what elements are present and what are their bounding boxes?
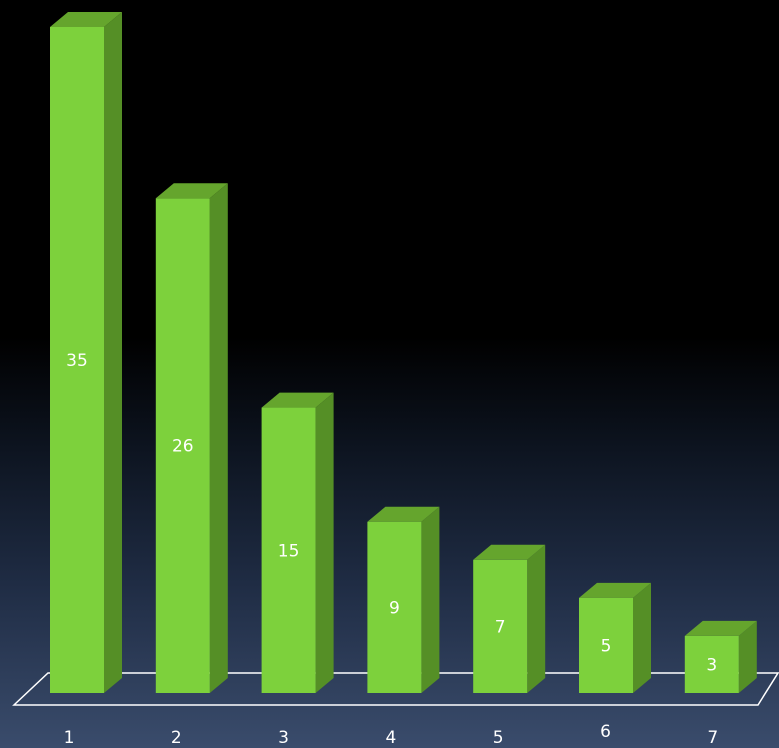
data-label-4: 9 — [389, 598, 400, 618]
bar-front-face — [473, 559, 528, 693]
data-label-6: 5 — [601, 636, 612, 656]
bar-4 — [367, 506, 440, 693]
bar-front-face — [50, 27, 104, 693]
bar-top-face — [473, 544, 546, 560]
bar-7 — [684, 620, 757, 693]
data-label-2: 26 — [172, 437, 194, 457]
bar-side-face — [527, 544, 546, 693]
bar-top-face — [367, 506, 440, 522]
bars-group — [50, 12, 757, 693]
bar-front-face — [155, 198, 210, 693]
bar-side-face — [315, 392, 334, 693]
category-label-1: 1 — [64, 728, 75, 748]
category-label-5: 5 — [493, 728, 504, 748]
category-label-7: 7 — [707, 728, 718, 748]
bar-front-face — [684, 635, 739, 693]
bar-2 — [155, 183, 228, 693]
value-labels-group: 35 26 15 9 7 5 3 — [66, 351, 717, 675]
bar-3 — [261, 392, 334, 693]
chart-floor — [12, 672, 779, 706]
bar-top-face — [155, 183, 228, 199]
bar-side-face — [104, 12, 122, 693]
bar-side-face — [738, 620, 757, 693]
category-label-4: 4 — [385, 728, 396, 748]
bar-side-face — [209, 183, 228, 693]
bar-front-face — [367, 521, 422, 693]
bar-top-face — [684, 620, 757, 636]
bar-top-face — [50, 12, 122, 27]
bar-front-face — [261, 407, 316, 693]
bar-front-face — [579, 597, 633, 693]
bar-side-face — [633, 582, 651, 693]
category-labels-group: 1 2 3 4 5 6 7 — [64, 722, 719, 748]
category-label-2: 2 — [171, 728, 182, 748]
category-label-6: 6 — [600, 722, 611, 742]
data-label-3: 15 — [278, 541, 300, 561]
bar-5 — [473, 544, 546, 693]
bar-1 — [50, 12, 122, 693]
bar-top-face — [261, 392, 334, 408]
bar-6 — [579, 582, 651, 693]
data-label-7: 3 — [706, 655, 717, 675]
bar-top-face — [579, 582, 651, 598]
category-label-3: 3 — [278, 728, 289, 748]
bar-side-face — [421, 506, 440, 693]
chart-floor-outline — [12, 672, 779, 706]
data-label-1: 35 — [66, 351, 88, 371]
data-label-5: 7 — [495, 617, 506, 637]
